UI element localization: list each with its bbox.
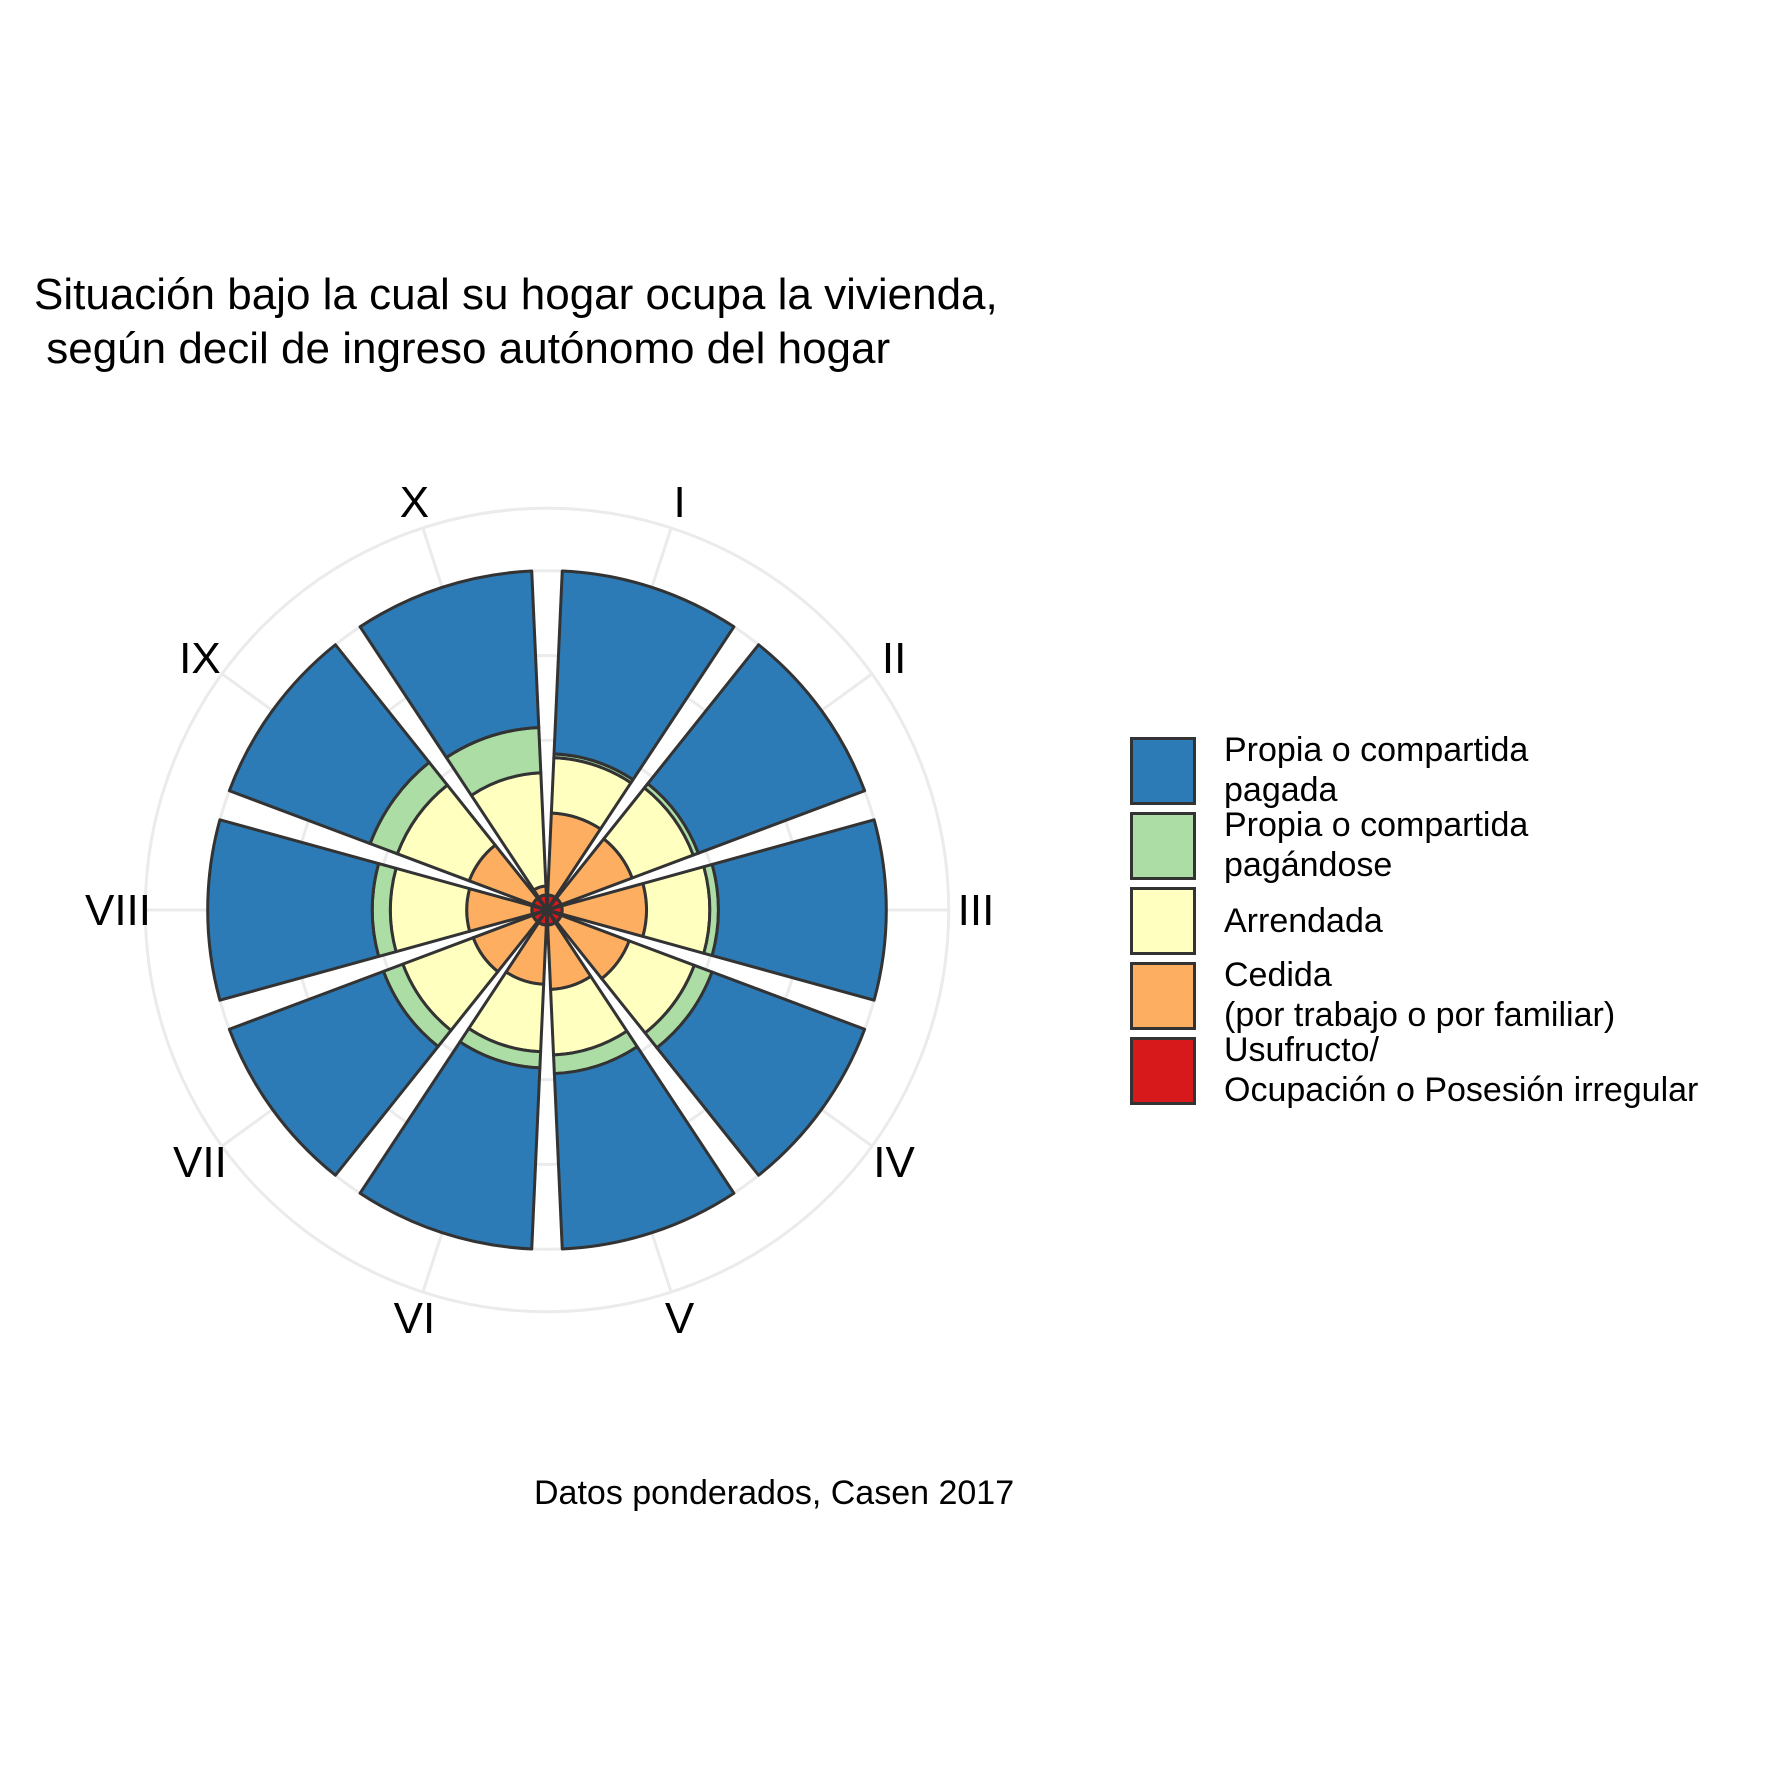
legend-label: Arrendada — [1224, 901, 1383, 941]
legend-swatch — [1130, 812, 1196, 880]
decile-label: IX — [179, 634, 221, 683]
legend-item: Arrendada — [1130, 886, 1750, 961]
stacked-bars — [208, 571, 887, 1249]
decile-label: X — [400, 478, 429, 527]
decile-label: VI — [394, 1294, 436, 1343]
bar-segment — [390, 868, 469, 951]
bar-segment — [712, 820, 886, 1000]
legend-swatch — [1130, 737, 1196, 805]
decile-label: III — [958, 886, 995, 935]
legend-item: Usufructo/ Ocupación o Posesión irregula… — [1130, 1036, 1750, 1111]
legend-swatch — [1130, 887, 1196, 955]
legend-label: Usufructo/ Ocupación o Posesión irregula… — [1224, 1030, 1698, 1110]
legend-item: Propia o compartida pagándose — [1130, 811, 1750, 886]
legend-item: Cedida (por trabajo o por familiar) — [1130, 961, 1750, 1036]
decile-label: I — [673, 478, 685, 527]
bar-segment — [643, 867, 710, 954]
legend-label: Propia o compartida pagada — [1224, 730, 1528, 810]
decile-label: II — [882, 634, 906, 683]
decile-label: IV — [873, 1138, 915, 1187]
decile-label: V — [665, 1294, 695, 1343]
decile-label: VII — [173, 1138, 227, 1187]
caption: Datos ponderados, Casen 2017 — [534, 1474, 1014, 1513]
legend-swatch — [1130, 1037, 1196, 1105]
decile-label: VIII — [85, 886, 151, 935]
legend-label: Propia o compartida pagándose — [1224, 805, 1528, 885]
legend-label: Cedida (por trabajo o por familiar) — [1224, 955, 1615, 1035]
legend-item: Propia o compartida pagada — [1130, 736, 1750, 811]
bar-segment — [208, 820, 379, 1000]
legend-swatch — [1130, 962, 1196, 1030]
